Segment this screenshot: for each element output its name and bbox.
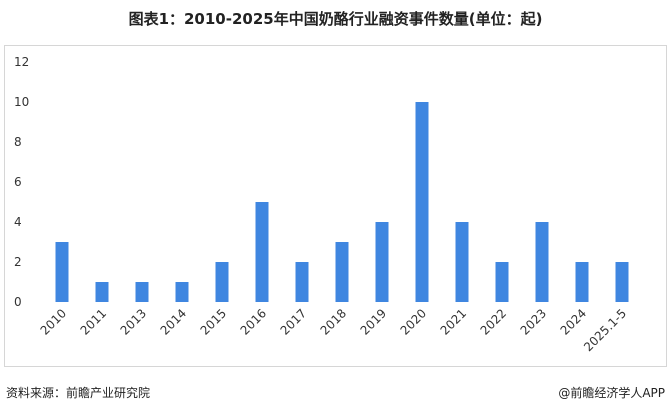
x-tick-label: 2025.1-5 [581,306,629,354]
x-tick-label: 2022 [478,306,509,337]
x-tick-label: 2013 [118,306,149,337]
bar [295,262,309,302]
y-tick-label: 0 [14,295,22,309]
brand-note: @前瞻经济学人APP [558,386,665,400]
y-axis: 0 2 4 6 8 10 12 [14,55,29,309]
bars [55,102,629,302]
x-tick-label: 2023 [518,306,549,337]
y-tick-label: 12 [14,55,29,69]
y-tick-label: 8 [14,135,22,149]
bar [535,222,549,302]
x-tick-label: 2019 [358,306,389,337]
bar [375,222,389,302]
bar [175,282,189,302]
bar [575,262,589,302]
x-axis: 2010 2011 2013 2014 2015 2016 2017 2018 2019 2020… [38,306,629,354]
bar [615,262,629,302]
bar [135,282,149,302]
y-tick-label: 10 [14,95,29,109]
bar [335,242,349,302]
x-tick-label: 2011 [78,306,109,337]
y-tick-label: 2 [14,255,22,269]
y-tick-label: 4 [14,215,22,229]
bar [455,222,469,302]
chart-title: 图表1：2010-2025年中国奶酪行业融资事件数量(单位：起) [128,10,543,28]
x-tick-label: 2017 [278,306,309,337]
y-tick-label: 6 [14,175,22,189]
chart-frame [4,45,667,367]
x-tick-label: 2015 [198,306,229,337]
source-note: 资料来源：前瞻产业研究院 [6,386,151,400]
x-tick-label: 2024 [558,306,589,337]
x-tick-label: 2010 [38,306,69,337]
bar [255,202,269,302]
x-tick-label: 2020 [398,306,429,337]
x-tick-label: 2018 [318,306,349,337]
bar [495,262,509,302]
bar [95,282,109,302]
x-tick-label: 2016 [238,306,269,337]
bar [415,102,429,302]
x-tick-label: 2014 [158,306,189,337]
bar [55,242,69,302]
bar [215,262,229,302]
x-tick-label: 2021 [438,306,469,337]
